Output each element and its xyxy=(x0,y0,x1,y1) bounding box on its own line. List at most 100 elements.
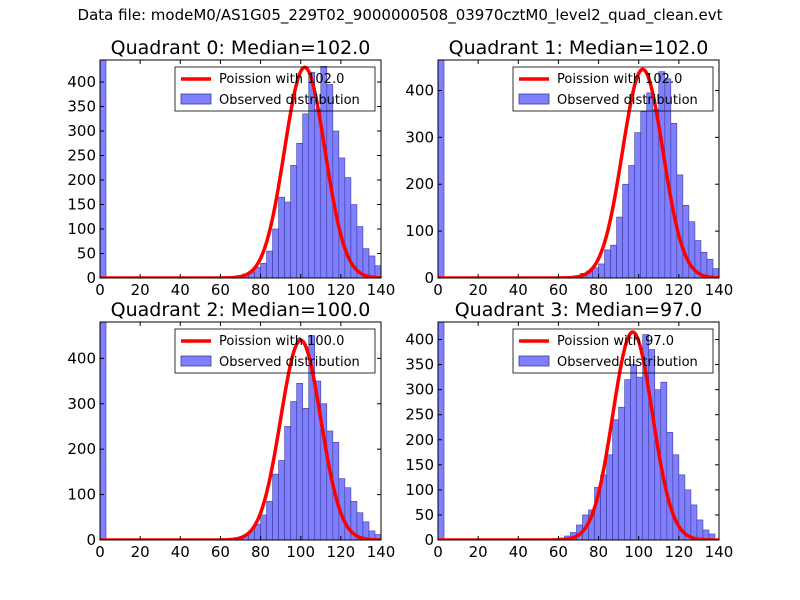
hist-bar xyxy=(696,519,704,540)
legend: Poission with 97.0 Observed distribution xyxy=(512,328,714,374)
subplot-title: Quadrant 1: Median=102.0 xyxy=(449,37,709,59)
hist-bar xyxy=(606,454,613,540)
y-tick-label: 250 xyxy=(405,406,434,424)
legend: Poission with 100.0 Observed distribution xyxy=(174,328,376,374)
hist-bar xyxy=(278,196,285,278)
y-tick-label: 250 xyxy=(67,147,96,165)
hist-bar xyxy=(368,255,376,278)
x-tick-label: 120 xyxy=(327,281,356,299)
legend-label-observed: Observed distribution xyxy=(219,355,360,370)
y-tick-label: 400 xyxy=(405,331,434,349)
hist-bar xyxy=(634,132,642,278)
hist-bar xyxy=(628,165,636,278)
y-tick-label: 300 xyxy=(405,128,434,146)
x-tick-label: 0 xyxy=(95,281,105,299)
hist-bar xyxy=(610,244,617,278)
y-tick-label: 100 xyxy=(67,486,96,504)
hist-bar xyxy=(712,268,719,278)
x-tick-label: 0 xyxy=(433,543,443,561)
legend-label-fit: Poission with 97.0 xyxy=(557,334,674,349)
y-tick-label: 200 xyxy=(67,440,96,458)
hist-bar xyxy=(604,249,611,278)
legend-label-fit: Poission with 100.0 xyxy=(219,334,344,349)
hist-bar xyxy=(718,272,719,278)
x-tick-label: 60 xyxy=(549,543,568,561)
plot-area xyxy=(100,60,393,278)
hist-bar xyxy=(260,514,267,540)
hist-bar xyxy=(338,157,346,278)
x-tick-label: 80 xyxy=(251,281,270,299)
legend: Poission with 102.0 Observed distribution xyxy=(174,66,376,112)
legend-patch-swatch xyxy=(518,355,550,367)
y-tick-label: 150 xyxy=(405,456,434,474)
x-tick-label: 20 xyxy=(469,281,488,299)
x-tick-label: 100 xyxy=(286,543,315,561)
y-tick-label: 50 xyxy=(415,506,434,524)
hist-bar xyxy=(296,383,304,540)
subplot-3: 0 20 40 60 80 100 120 140 0 50 100 150 200 250 300 350 4… xyxy=(405,299,733,561)
hist-bar-zero xyxy=(438,60,445,278)
x-tick-label: 140 xyxy=(367,281,396,299)
subplot-title: Quadrant 0: Median=102.0 xyxy=(111,37,371,59)
hist-bar xyxy=(618,406,625,540)
hist-bar xyxy=(648,349,656,540)
y-tick-label: 300 xyxy=(405,381,434,399)
axes-frame xyxy=(99,59,382,279)
y-tick-label: 300 xyxy=(67,395,96,413)
y-tick-label: 0 xyxy=(424,531,434,549)
x-tick-label: 20 xyxy=(131,281,150,299)
hist-bar xyxy=(630,364,638,540)
x-tick-label: 40 xyxy=(171,543,190,561)
y-tick-label: 100 xyxy=(405,481,434,499)
hist-bar xyxy=(272,473,279,540)
x-tick-label: 20 xyxy=(131,543,150,561)
x-tick-label: 100 xyxy=(286,281,315,299)
subplot-0: 0 20 40 60 80 100 120 140 0 50 100 150 200 250 300 350 4… xyxy=(67,37,395,299)
plot-area xyxy=(438,322,719,540)
x-tick-label: 100 xyxy=(624,543,653,561)
hist-bar xyxy=(646,92,654,278)
hist-bar xyxy=(636,376,644,540)
hist-bar xyxy=(380,537,381,540)
x-tick-label: 60 xyxy=(211,281,230,299)
legend-box xyxy=(512,328,714,374)
legend-patch-swatch xyxy=(518,93,550,105)
x-tick-label: 0 xyxy=(95,543,105,561)
hist-bar xyxy=(640,111,648,278)
hist-bar xyxy=(284,426,291,540)
hist-bar xyxy=(725,276,731,278)
hist-bar xyxy=(314,108,322,278)
y-tick-label: 200 xyxy=(405,431,434,449)
x-tick-label: 140 xyxy=(367,543,396,561)
hist-bar xyxy=(266,501,273,540)
legend-label-observed: Observed distribution xyxy=(557,93,698,108)
subplot-1: 0 20 40 60 80 100 120 140 0 100 200 300 400 Quadrant … xyxy=(405,37,733,299)
fit-curve xyxy=(100,65,381,278)
x-tick-label: 140 xyxy=(705,543,734,561)
y-tick-label: 100 xyxy=(67,220,96,238)
hist-bar xyxy=(290,165,297,278)
legend-box xyxy=(174,66,376,112)
hist-bar xyxy=(387,276,393,278)
y-tick-label: 0 xyxy=(86,531,96,549)
axes-frame xyxy=(437,59,720,279)
subplot-2: 0 20 40 60 80 100 120 140 0 100 200 300 400 Quadrant … xyxy=(67,299,395,561)
hist-bar xyxy=(266,250,273,278)
hist-bar xyxy=(296,142,304,278)
legend-label-fit: Poission with 102.0 xyxy=(219,72,344,87)
legend-patch-swatch xyxy=(180,355,212,367)
x-tick-label: 80 xyxy=(589,281,608,299)
y-tick-label: 0 xyxy=(86,269,96,287)
y-tick-label: 400 xyxy=(405,81,434,99)
axes-frame xyxy=(437,321,720,541)
legend-box xyxy=(174,328,376,374)
x-tick-label: 40 xyxy=(509,281,528,299)
plot-area xyxy=(100,322,381,540)
hist-bar xyxy=(260,263,267,278)
hist-bar-zero xyxy=(100,322,107,540)
y-tick-label: 350 xyxy=(67,98,96,116)
x-tick-label: 100 xyxy=(624,281,653,299)
hist-bar-zero xyxy=(438,322,445,540)
hist-bar xyxy=(690,504,698,540)
